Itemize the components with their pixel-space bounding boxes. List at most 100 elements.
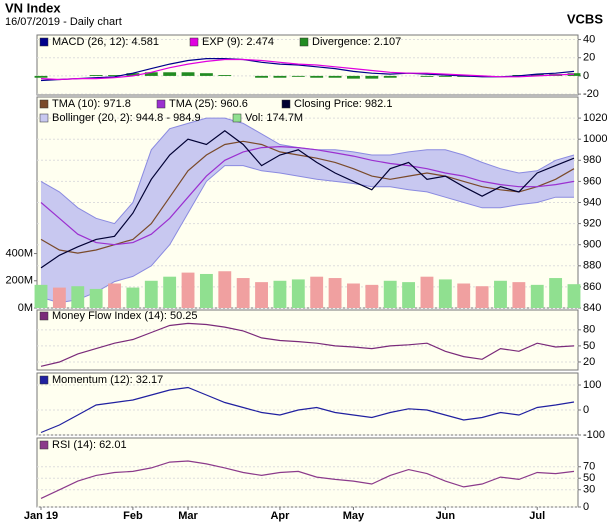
bar [34, 75, 48, 78]
bar [181, 272, 195, 308]
y-tick-label: 0 [583, 501, 589, 513]
y-tick-label: 840 [583, 302, 601, 314]
panel [36, 309, 579, 371]
series-line [40, 58, 575, 82]
bar [457, 283, 471, 308]
bar [126, 73, 140, 76]
bar [310, 276, 324, 308]
chart-subtitle: 16/07/2019 - Daily chart [5, 16, 122, 28]
bar [108, 283, 121, 308]
bar [218, 271, 232, 308]
bar [34, 284, 48, 308]
y-tick-label: 80 [583, 324, 595, 336]
bar [52, 287, 66, 308]
legend-label: EXP (9): 2.474 [202, 36, 274, 48]
bar [347, 283, 360, 308]
bar [365, 284, 379, 308]
y-tick-label: 40 [583, 33, 595, 45]
y2-tick-label: 200M [5, 275, 33, 287]
bar [383, 75, 397, 78]
legend-label: Divergence: 2.107 [312, 36, 401, 48]
bar [328, 75, 342, 78]
y-tick-label: 980 [583, 154, 601, 166]
bollinger-lower [40, 165, 574, 304]
y-tick-label: 940 [583, 196, 601, 208]
bar [475, 286, 489, 308]
series-line [40, 322, 575, 367]
legend-swatch [39, 440, 49, 450]
y2-tick-label: 0M [18, 302, 33, 314]
y-tick-label: 920 [583, 218, 601, 230]
y-tick-label: 860 [583, 281, 601, 293]
y-tick-label: -20 [583, 88, 599, 100]
x-tick-label: Jun [436, 510, 456, 522]
legend-swatch [39, 311, 49, 321]
bar [328, 278, 342, 308]
bar [383, 280, 397, 308]
legend-swatch [232, 113, 242, 123]
y-tick-label: 0 [583, 404, 589, 416]
legend-swatch [156, 99, 166, 109]
y-tick-label: 30 [583, 484, 595, 496]
legend-swatch [39, 375, 49, 385]
y-tick-label: 100 [583, 379, 601, 391]
chart-title: VN Index [5, 0, 61, 15]
y2-tick-label: 400M [5, 247, 33, 259]
y-tick-label: 880 [583, 260, 601, 272]
legend-label: Money Flow Index (14): 50.25 [52, 310, 198, 322]
bar [530, 74, 544, 76]
bar [255, 282, 268, 308]
bar [310, 75, 324, 78]
bar [347, 75, 360, 79]
x-tick-label: Apr [270, 510, 290, 522]
x-tick-label: Jul [529, 510, 545, 522]
bar [71, 286, 85, 308]
y-tick-label: 70 [583, 461, 595, 473]
legend-swatch [281, 99, 291, 109]
legend-label: Bollinger (20, 2): 944.8 - 984.9 [52, 112, 201, 124]
bar [163, 276, 177, 308]
bar [163, 72, 177, 76]
bar [126, 287, 140, 308]
bar [199, 73, 213, 76]
legend-swatch [39, 113, 49, 123]
x-tick-label: Jan 19 [24, 510, 58, 522]
bar [199, 273, 213, 308]
y-tick-label: 20 [583, 356, 595, 368]
legend-swatch [299, 37, 309, 47]
bar [108, 75, 121, 76]
bar [420, 75, 434, 77]
y-tick-label: 50 [583, 340, 595, 352]
bar [181, 72, 195, 76]
bar [89, 288, 103, 308]
bar [291, 279, 305, 308]
y-tick-label: -100 [583, 429, 605, 441]
bar [236, 278, 250, 308]
bar [512, 282, 526, 308]
bar [291, 75, 305, 77]
legend-label: MACD (26, 12): 4.581 [52, 36, 159, 48]
bar [549, 278, 563, 308]
legend-label: Closing Price: 982.1 [294, 98, 392, 110]
bollinger-band [41, 118, 574, 303]
x-tick-label: Feb [123, 510, 143, 522]
x-tick-label: May [343, 510, 365, 522]
series-line [40, 130, 575, 269]
bar [89, 75, 103, 76]
y-tick-label: 900 [583, 239, 601, 251]
y-tick-label: 50 [583, 472, 595, 484]
y-tick-label: 0 [583, 70, 589, 82]
legend-swatch [39, 99, 49, 109]
bar [438, 279, 452, 308]
source: VCBS [567, 11, 603, 26]
bar [420, 276, 434, 308]
series-line [40, 386, 575, 434]
legend-label: TMA (25): 960.6 [169, 98, 248, 110]
legend-label: TMA (10): 971.8 [52, 98, 131, 110]
bar [494, 280, 507, 308]
bar [365, 75, 379, 79]
panel [36, 372, 579, 436]
panel [36, 437, 579, 508]
bar [273, 280, 287, 308]
